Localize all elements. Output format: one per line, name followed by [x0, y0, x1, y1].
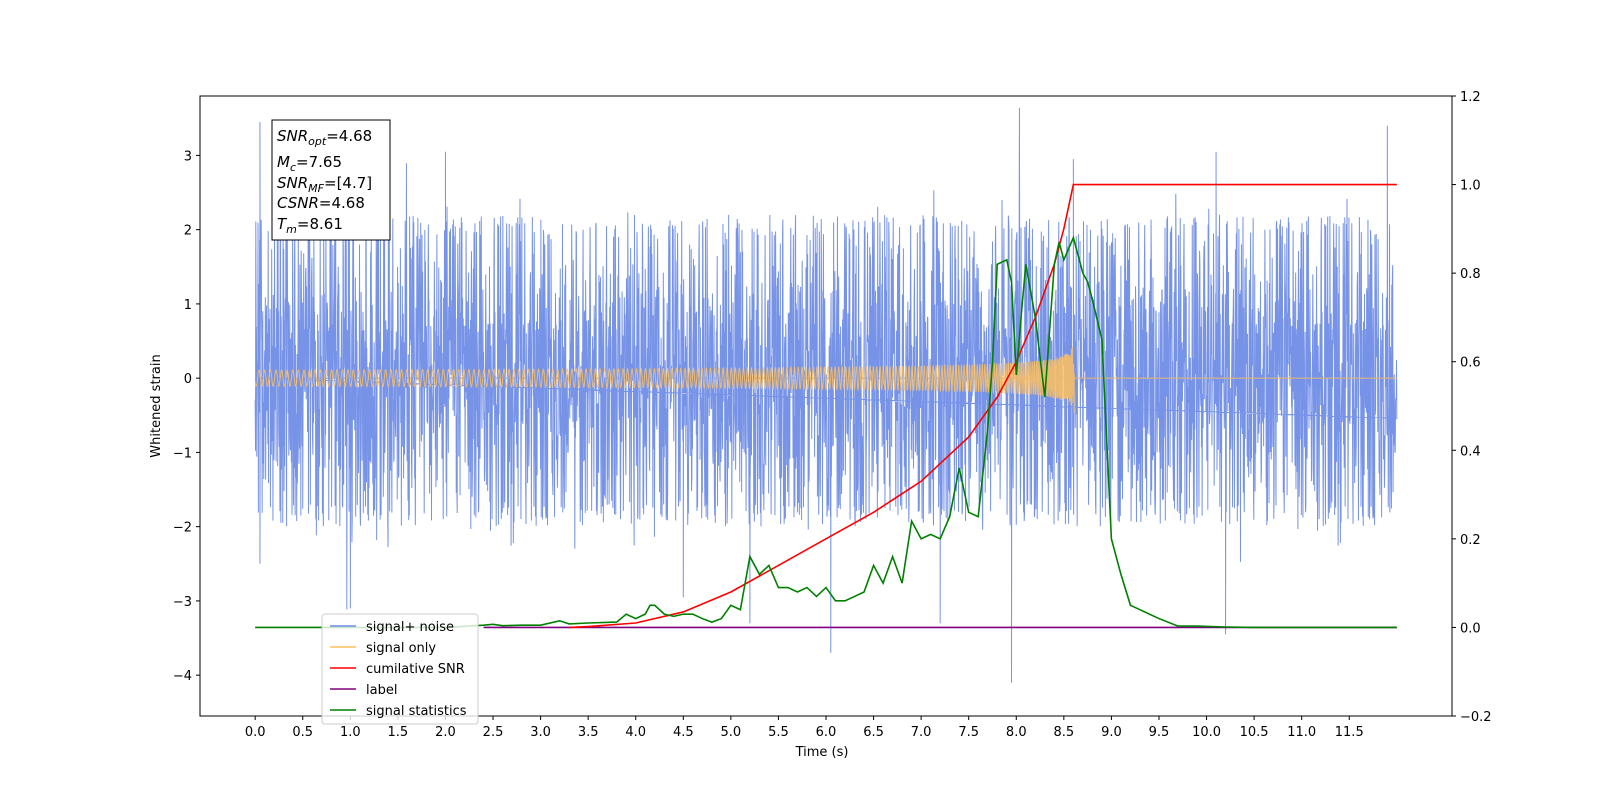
legend-label: signal+ noise: [366, 620, 454, 635]
x-tick-label: 11.0: [1287, 725, 1316, 740]
x-tick-label: 0.5: [292, 725, 313, 740]
legend-entry: signal+ noise: [330, 620, 454, 635]
x-tick-label: 6.5: [863, 725, 884, 740]
legend-label: signal only: [366, 641, 436, 656]
x-tick-label: 2.0: [435, 725, 456, 740]
x-tick-label: 9.0: [1101, 725, 1122, 740]
y-tick-label: 0: [184, 372, 192, 387]
x-tick-label: 11.5: [1335, 725, 1364, 740]
info-box-frame: [271, 119, 391, 241]
x-tick-label: 2.5: [483, 725, 504, 740]
info-snr-opt: SNRopt=4.68: [277, 127, 372, 148]
x-tick-label: 6.0: [816, 725, 837, 740]
x-tick-label: 5.5: [768, 725, 789, 740]
series-signal-statistics: [255, 235, 1397, 629]
x-tick-label: 7.5: [958, 725, 979, 740]
info-snr-mf: SNRMF=[4.7]: [277, 174, 372, 195]
legend-label: cumilative SNR: [366, 662, 465, 677]
series-cumulative-snr: [569, 183, 1397, 629]
y-tick-label: −2: [173, 521, 192, 536]
y-tick-label: −3: [173, 595, 192, 610]
legend-label: signal statistics: [366, 704, 467, 719]
x-tick-label: 8.0: [1006, 725, 1027, 740]
info-box: SNRopt=4.68 Mc=7.65 SNRMF=[4.7] CSNR=4.6…: [271, 119, 391, 241]
x-tick-label: 5.0: [721, 725, 742, 740]
y2-tick-label: 1.2: [1460, 90, 1481, 105]
legend-entry: signal only: [330, 641, 436, 656]
legend: signal+ noise signal only cumilative SNR…: [321, 613, 479, 725]
y-tick-label: 1: [184, 298, 192, 313]
y2-tick-label: 1.0: [1460, 179, 1481, 194]
y-axis-right: −0.2 0.0 0.2 0.4 0.6 0.8 1.0 1.2: [1452, 90, 1492, 725]
legend-entry: label: [330, 683, 397, 698]
x-tick-label: 8.5: [1053, 725, 1074, 740]
y2-tick-label: 0.8: [1460, 267, 1481, 282]
y2-tick-label: 0.6: [1460, 356, 1481, 371]
x-tick-label: 10.5: [1240, 725, 1269, 740]
x-tick-label: 10.0: [1192, 725, 1221, 740]
legend-frame: [321, 613, 479, 725]
y2-tick-label: 0.0: [1460, 621, 1481, 636]
y-tick-label: 2: [184, 224, 192, 239]
y-axis-label: Whitened strain: [149, 354, 164, 457]
series-signal-noise: [254, 107, 1398, 683]
y-tick-label: −4: [173, 669, 192, 684]
x-axis: 0.0 0.5 1.0 1.5 2.0 2.5 3.0 3.5 4.0 4.5 5.0 5.5 6.0 6…: [245, 716, 1364, 740]
info-csnr: CSNR=4.68: [277, 194, 365, 212]
x-tick-label: 3.5: [578, 725, 599, 740]
y-tick-label: −1: [173, 446, 192, 461]
x-tick-label: 9.5: [1149, 725, 1170, 740]
x-tick-label: 3.0: [530, 725, 551, 740]
x-tick-label: 4.5: [673, 725, 694, 740]
legend-label: label: [366, 683, 397, 698]
info-tm: Tm=8.61: [277, 215, 343, 236]
x-axis-label: Time (s): [795, 745, 849, 760]
y2-tick-label: 0.2: [1460, 533, 1481, 548]
y2-tick-label: −0.2: [1460, 710, 1492, 725]
x-tick-label: 1.5: [388, 725, 409, 740]
x-tick-label: 4.0: [625, 725, 646, 740]
y-tick-label: 3: [184, 149, 192, 164]
x-tick-label: 7.0: [911, 725, 932, 740]
info-mc: Mc=7.65: [277, 153, 342, 174]
x-tick-label: 1.0: [340, 725, 361, 740]
series-signal-only: [254, 346, 1397, 414]
legend-entry: cumilative SNR: [330, 662, 465, 677]
y-axis-left: −4 −3 −2 −1 0 1 2 3: [173, 149, 200, 684]
x-tick-label: 0.0: [245, 725, 266, 740]
legend-entry: signal statistics: [330, 704, 467, 719]
series-layer: [254, 107, 1398, 683]
y2-tick-label: 0.4: [1460, 444, 1481, 459]
